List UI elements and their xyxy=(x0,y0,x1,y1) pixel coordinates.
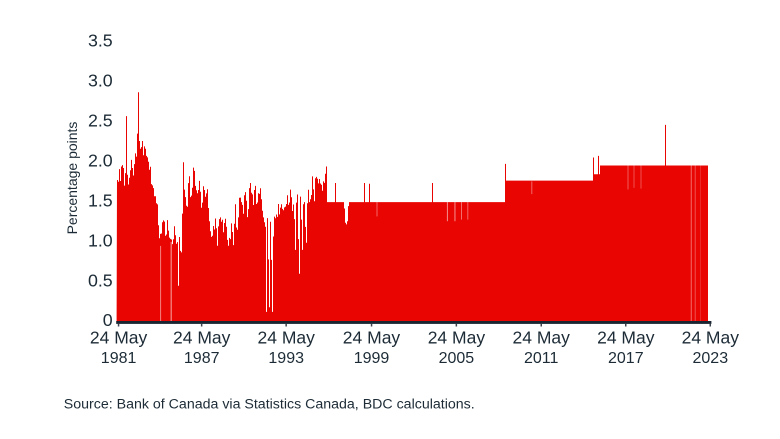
svg-text:2005: 2005 xyxy=(439,350,475,367)
svg-text:24 May: 24 May xyxy=(173,327,231,347)
svg-text:2.0: 2.0 xyxy=(88,151,113,171)
svg-text:1999: 1999 xyxy=(354,350,390,367)
svg-text:0.5: 0.5 xyxy=(88,270,113,290)
svg-text:0: 0 xyxy=(103,310,113,330)
svg-text:1.0: 1.0 xyxy=(88,230,113,250)
svg-text:3.5: 3.5 xyxy=(88,31,113,51)
svg-text:2011: 2011 xyxy=(524,350,559,367)
svg-text:1.5: 1.5 xyxy=(88,190,113,210)
svg-text:1981: 1981 xyxy=(101,350,137,367)
svg-text:Percentage points: Percentage points xyxy=(64,122,80,235)
svg-text:2023: 2023 xyxy=(693,350,729,367)
svg-text:2.5: 2.5 xyxy=(88,111,113,131)
svg-text:24 May: 24 May xyxy=(597,327,655,347)
svg-text:24 May: 24 May xyxy=(428,327,486,347)
svg-text:1993: 1993 xyxy=(268,350,304,367)
svg-text:24 May: 24 May xyxy=(682,327,740,347)
svg-text:3.0: 3.0 xyxy=(88,71,113,91)
svg-text:Source: Bank of Canada via Sta: Source: Bank of Canada via Statistics Ca… xyxy=(64,396,475,412)
svg-text:1987: 1987 xyxy=(184,350,220,367)
svg-text:24 May: 24 May xyxy=(90,327,148,347)
svg-text:2017: 2017 xyxy=(608,350,644,367)
svg-text:24 May: 24 May xyxy=(258,327,316,347)
svg-text:24 May: 24 May xyxy=(513,327,571,347)
svg-text:24 May: 24 May xyxy=(343,327,401,347)
